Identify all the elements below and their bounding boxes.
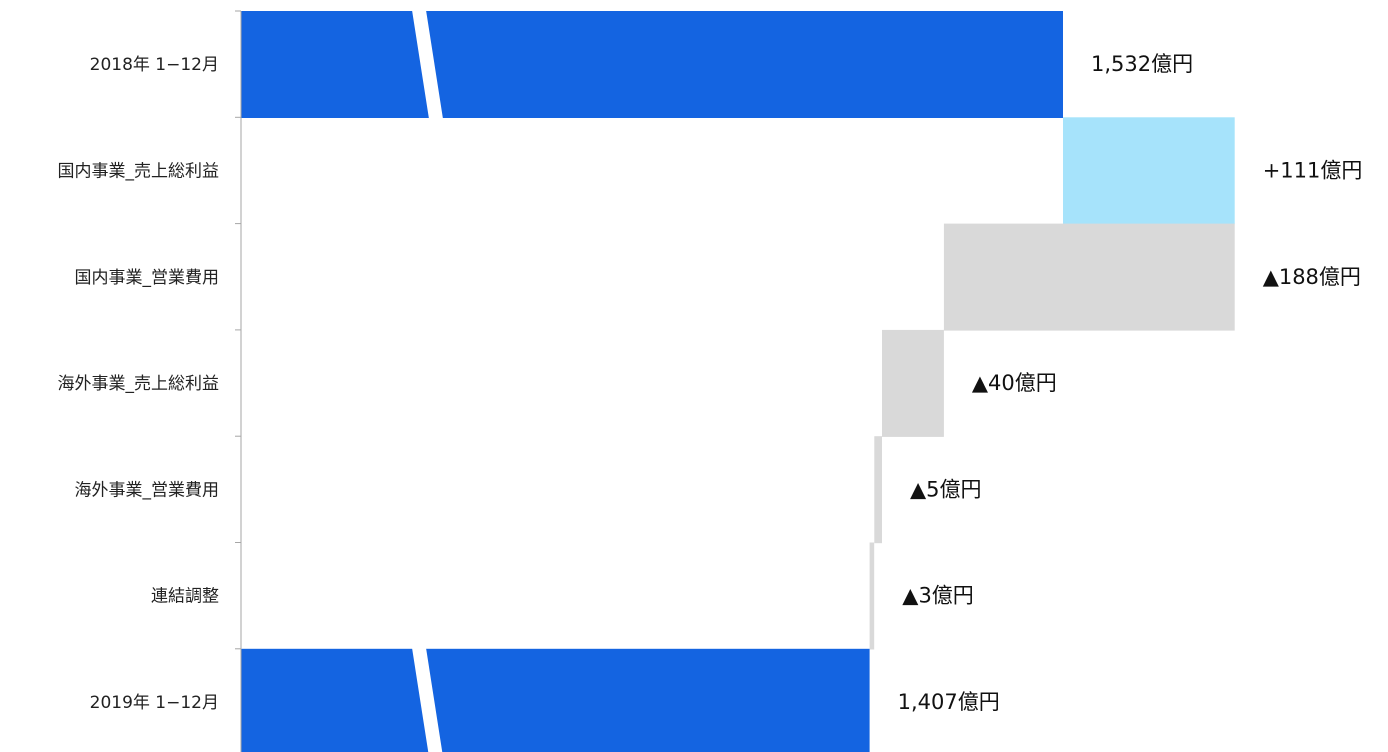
category-label: 国内事業_営業費用 — [75, 268, 220, 288]
category-label: 海外事業_売上総利益 — [58, 374, 220, 394]
category-label: 国内事業_売上総利益 — [58, 161, 220, 181]
bar-decrease — [882, 329, 944, 437]
value-label: 1,532億円 — [1091, 52, 1193, 76]
category-label: 2018年 1−12月 — [90, 55, 219, 75]
value-label: ▲188億円 — [1263, 265, 1361, 289]
bar-decrease — [874, 436, 882, 544]
category-label: 連結調整 — [151, 587, 219, 607]
category-label: 2019年 1−12月 — [90, 693, 219, 713]
bar-total — [241, 11, 1063, 118]
category-axis — [235, 10, 242, 752]
category-label: 海外事業_営業費用 — [75, 480, 220, 500]
value-label: ▲40億円 — [972, 371, 1057, 395]
value-label: +111億円 — [1263, 158, 1363, 182]
bars-layer — [241, 10, 1235, 752]
bar-increase — [1063, 117, 1235, 225]
labels-layer: 1,532億円 2018年 1−12月 +111億円 国内事業_売上総利益 ▲188億円… — [58, 52, 1363, 714]
axis-break-mark — [412, 647, 443, 752]
bar-total — [241, 648, 870, 752]
value-label: 1,407億円 — [898, 690, 1000, 714]
axis-break-mark — [412, 10, 443, 119]
value-label: ▲3億円 — [902, 584, 974, 608]
bar-decrease — [869, 542, 875, 650]
value-label: ▲5億円 — [910, 477, 982, 501]
bar-decrease — [943, 223, 1235, 331]
